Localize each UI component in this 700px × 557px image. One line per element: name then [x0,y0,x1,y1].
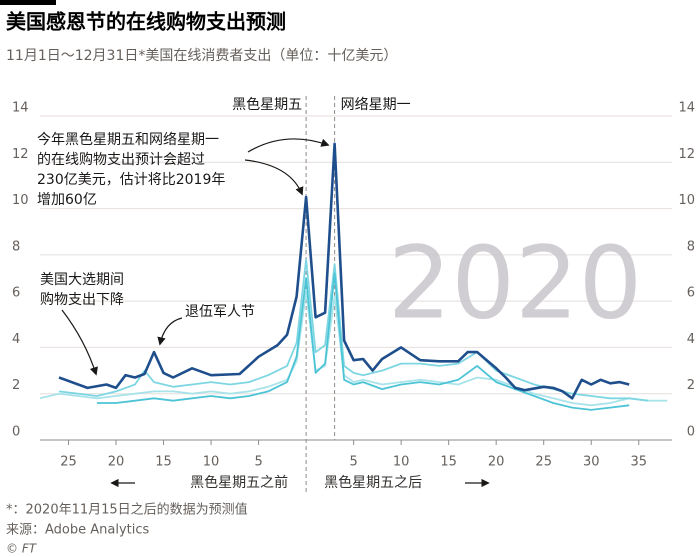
annotation: 增加60亿 [37,192,97,208]
y-tick-label: 8 [12,239,20,254]
chart-subtitle: 11月1日～12月31日*美国在线消费者支出（单位：十亿美元） [6,48,397,64]
annotation: 购物支出下降 [40,292,124,308]
y-tick-label: 10 [12,193,29,208]
y-tick-label-right: 12 [678,147,695,162]
x-tick-label: 30 [583,455,600,470]
annotation: 退伍军人节 [185,304,255,320]
y-tick-label: 6 [12,286,20,301]
y-tick-label: 12 [12,147,29,162]
annotation: 的在线购物支出预计会超过 [37,152,205,168]
annotation: 230亿美元，估计将比2019年 [37,172,225,188]
y-tick-label-right: 0 [687,425,695,440]
y-tick-label: 2 [12,378,20,393]
y-tick-label-right: 14 [678,101,695,116]
y-tick-label-right: 8 [687,239,695,254]
credit: © FT [6,542,38,556]
y-tick-label: 0 [12,425,20,440]
annotation-arrow [157,317,183,346]
x-tick-label: 15 [155,455,172,470]
annotation-arrow [244,159,304,196]
series-line [97,272,630,411]
x-tick-label: 20 [108,455,125,470]
y-tick-label: 14 [12,101,29,116]
x-tick-label: 25 [535,455,552,470]
after-label: 黑色星期五之后 [324,474,422,491]
y-tick-label-right: 6 [687,286,695,301]
series-line [58,142,630,400]
source: 来源：Adobe Analytics [6,523,150,538]
chart-title: 美国感恩节的在线购物支出预测 [6,10,286,34]
cyber-monday-label: 网络星期一 [341,97,411,113]
x-tick-label: 10 [203,455,220,470]
black-friday-label: 黑色星期五 [232,96,302,113]
x-tick-label: 25 [60,455,77,470]
y-tick-label-right: 10 [678,193,695,208]
annotation-arrow [247,138,330,153]
annotation-arrow [61,309,98,376]
x-tick-label: 15 [440,455,457,470]
annotation: 今年黑色星期五和网络星期一 [37,131,219,148]
annotation: 美国大选期间 [40,272,124,288]
x-tick-label: 5 [254,455,262,470]
series-line [58,258,649,402]
brand-bar [0,0,56,5]
y-tick-label-right: 2 [687,378,695,393]
x-tick-label: 35 [630,455,647,470]
x-tick-label: 10 [393,455,410,470]
x-tick-label: 5 [349,455,357,470]
watermark: 2020 [388,224,643,341]
note: *：2020年11月15日之后的数据为预测值 [6,502,248,518]
x-tick-label: 20 [488,455,505,470]
y-tick-label: 4 [12,332,20,347]
before-label: 黑色星期五之前 [190,474,288,491]
y-tick-label-right: 4 [687,332,695,347]
